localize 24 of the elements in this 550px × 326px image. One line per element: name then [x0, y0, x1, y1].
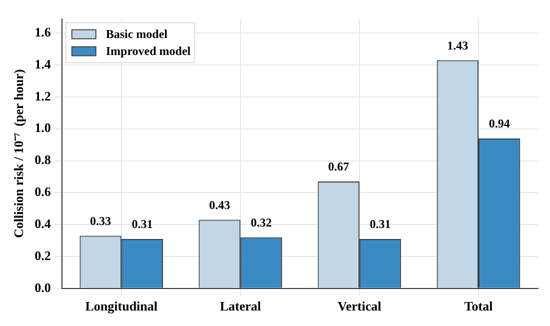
y-tick-label: 1.4	[34, 56, 52, 72]
data-label: 0.43	[209, 198, 230, 212]
y-tick-label: 1.0	[34, 120, 51, 136]
y-tick-label: 0.8	[34, 152, 52, 168]
y-tick-label: 0.2	[34, 248, 51, 263]
x-tick-label: Longitudinal	[85, 298, 158, 314]
y-tick-label: 0.0	[34, 280, 51, 295]
x-tick-label: Vertical	[338, 298, 382, 314]
x-tick-label: Lateral	[220, 298, 262, 314]
data-label: 0.31	[132, 217, 153, 232]
y-tick-label: 1.2	[34, 88, 51, 104]
data-label: 0.33	[90, 214, 112, 228]
y-tick-label: 0.6	[34, 184, 52, 200]
y-tick-label: 0.4	[34, 216, 52, 231]
legend-label: Improved model	[106, 44, 192, 58]
data-label: 0.32	[250, 215, 272, 230]
data-label: 0.94	[488, 116, 510, 131]
data-label: 0.31	[370, 217, 391, 232]
data-label: 1.43	[447, 38, 468, 52]
y-axis-title: Collision risk / 10⁻⁷ (per hour)	[11, 69, 26, 238]
x-tick-label: Total	[464, 298, 494, 314]
legend-label: Basic model	[106, 26, 168, 41]
y-tick-label: 1.6	[34, 24, 52, 40]
data-label: 0.67	[328, 160, 350, 174]
